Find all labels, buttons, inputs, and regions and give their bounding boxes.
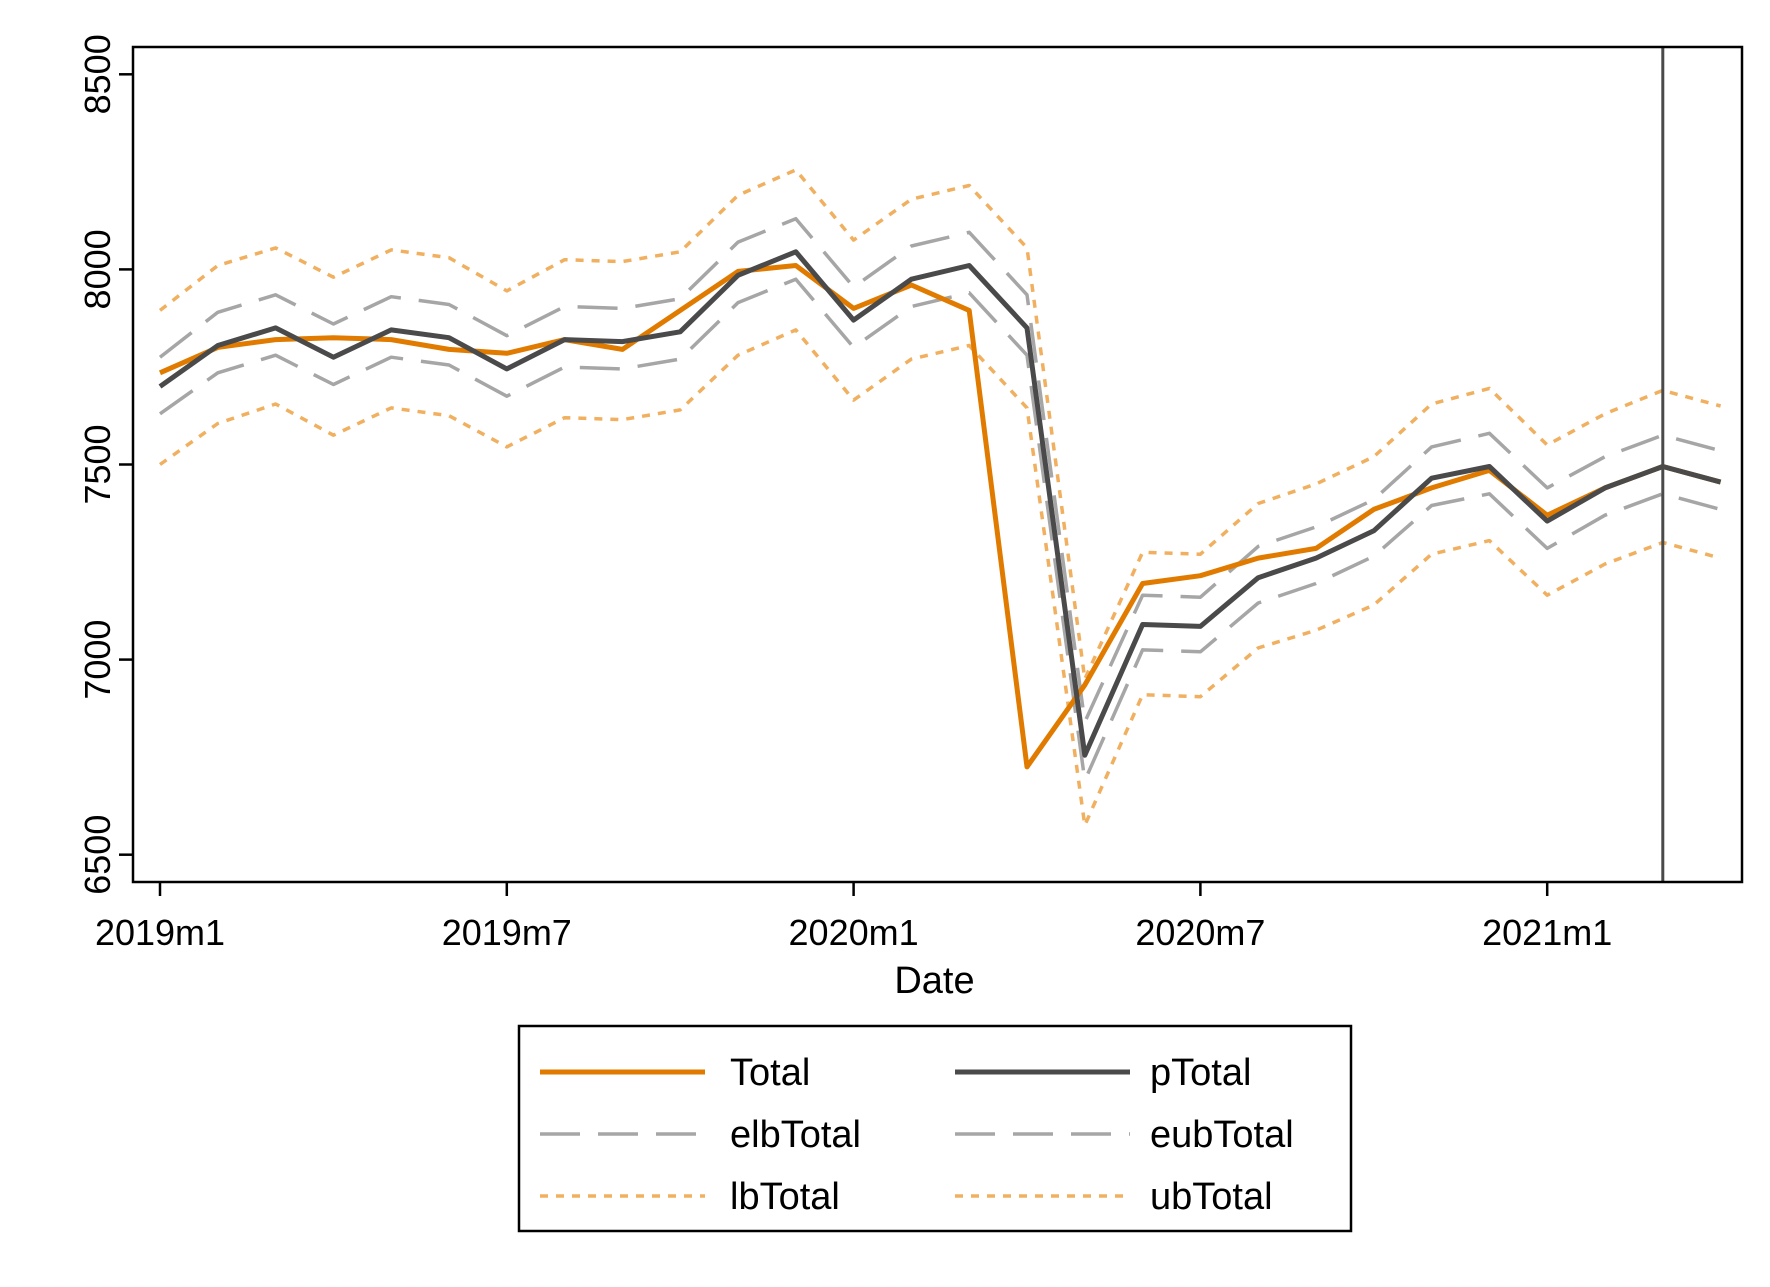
legend-label-eubTotal: eubTotal — [1150, 1114, 1294, 1156]
legend-label-lbTotal: lbTotal — [730, 1176, 840, 1218]
y-tick-label: 7500 — [77, 424, 118, 504]
series-line-Total — [158, 263, 1722, 770]
legend-label-ubTotal: ubTotal — [1150, 1176, 1273, 1218]
y-tick-label: 6500 — [77, 815, 118, 895]
x-axis-title: Date — [894, 960, 974, 1002]
x-tick-label: 2020m1 — [789, 912, 919, 953]
series-line-ubTotal — [158, 168, 1722, 681]
x-tick-label: 2019m1 — [95, 912, 225, 953]
y-axis: 6500 7000 7500 8000 8500 — [77, 34, 133, 895]
legend: Total pTotal elbTotal eubTotal lbTotal ubTota… — [517, 1024, 1353, 1233]
x-tick-label: 2019m7 — [442, 912, 572, 953]
y-tick-label: 8500 — [77, 34, 118, 114]
x-tick-label: 2021m1 — [1482, 912, 1612, 953]
series-line-lbTotal — [158, 328, 1722, 828]
series-line-eubTotal — [158, 216, 1722, 724]
series-line-pTotal — [158, 249, 1722, 758]
legend-label-pTotal: pTotal — [1150, 1052, 1251, 1094]
legend-label-elbTotal: elbTotal — [730, 1114, 861, 1156]
x-tick-label: 2020m7 — [1135, 912, 1265, 953]
series-layer — [158, 168, 1722, 828]
x-axis: 2019m1 2019m7 2020m1 2020m7 2021m1 — [95, 882, 1612, 953]
y-tick-label: 7000 — [77, 620, 118, 700]
legend-label-Total: Total — [730, 1052, 810, 1094]
y-tick-label: 8000 — [77, 229, 118, 309]
